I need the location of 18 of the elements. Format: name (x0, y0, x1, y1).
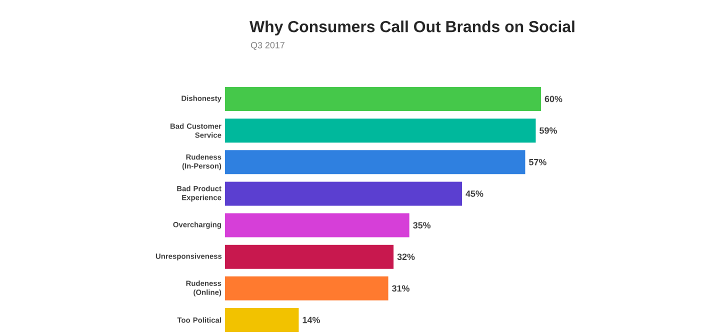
data-label: 60% (544, 96, 562, 102)
bar (225, 308, 299, 332)
bar (225, 244, 394, 269)
chart-title: Why Consumers Call Out Brands on Social (250, 20, 574, 36)
data-label: 59% (540, 127, 557, 134)
bar (225, 276, 388, 300)
bar (225, 182, 462, 206)
data-label: 31% (392, 285, 410, 292)
bar (225, 86, 542, 111)
data-label: 57% (529, 158, 546, 166)
bar (225, 150, 526, 174)
bar (225, 118, 536, 143)
data-label: 35% (413, 222, 431, 228)
data-label: 45% (466, 190, 484, 197)
data-label: 32% (397, 254, 415, 260)
chart-subtitle: Q3 2017 (250, 42, 284, 50)
bar (225, 213, 410, 238)
data-label: 14% (302, 316, 320, 324)
